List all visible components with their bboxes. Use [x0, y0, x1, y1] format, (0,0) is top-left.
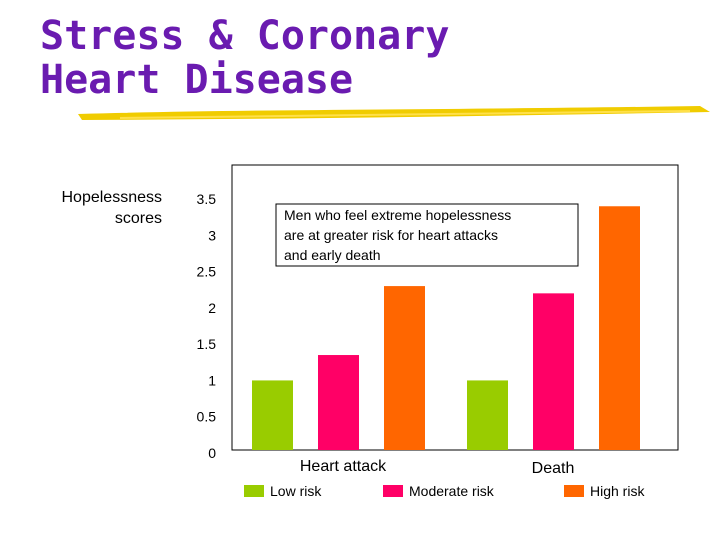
title-line-1: Stress & Coronary [40, 13, 450, 59]
legend-swatch-moderate-risk [383, 485, 403, 497]
x-category-label: Heart attack [300, 458, 387, 475]
y-axis-label: Hopelessness scores [61, 189, 163, 227]
annotation-box [275, 203, 579, 267]
x-category-label: Death [532, 460, 575, 477]
y-tick-label: 2.5 [197, 264, 217, 280]
title-underline [78, 106, 710, 120]
legend-label: Low risk [270, 483, 322, 499]
legend-swatch-high-risk [564, 485, 584, 497]
page-title: Stress & Coronary Heart Disease [40, 14, 449, 102]
bar-1-high-risk [384, 286, 425, 450]
y-tick-label: 3 [208, 227, 216, 243]
y-tick-label: 1 [208, 372, 216, 388]
bar-1-moderate-risk [318, 355, 359, 450]
bar-1-low-risk [252, 380, 293, 450]
annotation-text-line: and early death [284, 247, 381, 263]
y-tick-label: 0.5 [197, 409, 217, 425]
annotation-text-line: are at greater risk for heart attacks [284, 227, 498, 243]
annotation-text-line: Men who feel extreme hopelessness [284, 207, 511, 223]
legend-label: High risk [590, 483, 645, 499]
y-tick-label: 2 [208, 300, 216, 316]
title-line-2: Heart Disease [40, 57, 354, 103]
y-tick-label: 0 [208, 445, 216, 461]
y-tick-label: 1.5 [197, 336, 217, 352]
y-tick-label: 3.5 [197, 191, 217, 207]
bar-2-moderate-risk [533, 293, 574, 450]
bar-2-low-risk [467, 380, 508, 450]
legend-swatch-low-risk [244, 485, 264, 497]
bar-2-high-risk [599, 206, 640, 450]
legend-label: Moderate risk [409, 483, 495, 499]
